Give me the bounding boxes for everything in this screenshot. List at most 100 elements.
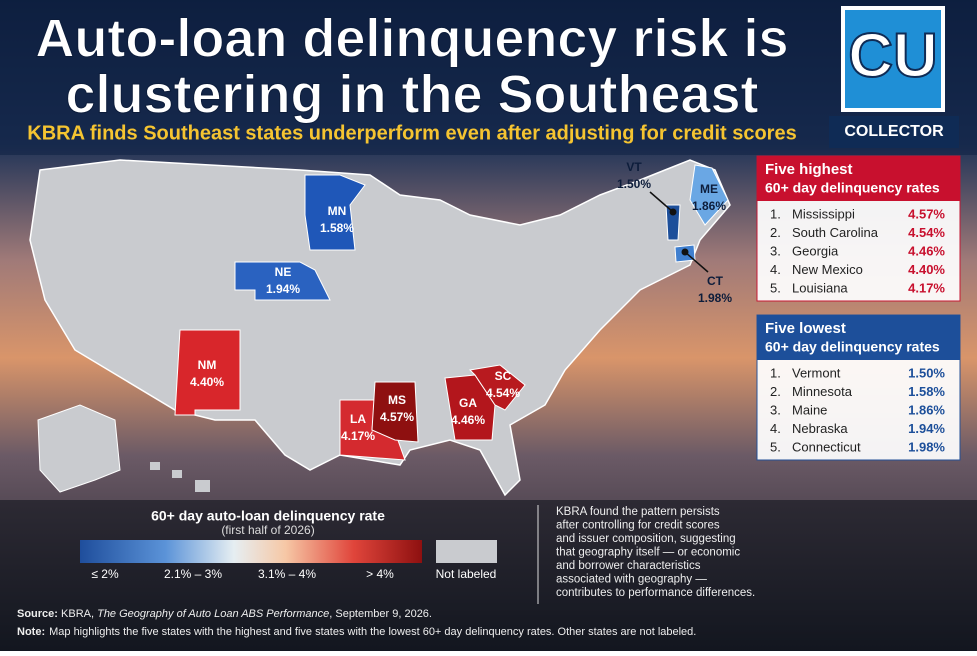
state-rate: 4.17%: [341, 429, 375, 443]
legend-title: 60+ day auto-loan delinquency rate: [151, 508, 385, 524]
pointer: [649, 191, 674, 213]
state-name: Maine: [792, 402, 827, 417]
rate: 4.17%: [908, 280, 945, 295]
note-line: contributes to performance differences.: [556, 587, 755, 599]
source-part: , September 9, 2026.: [329, 608, 432, 620]
rate: 1.98%: [908, 439, 945, 454]
state-rate: 1.86%: [692, 199, 726, 213]
state-name: Minnesota: [792, 384, 853, 399]
rank: 4.: [770, 262, 781, 277]
header-band: [0, 0, 977, 155]
state-code: LA: [350, 412, 366, 426]
note-label: Note:: [17, 626, 45, 638]
rank: 1.: [770, 206, 781, 221]
state-ms: [371, 381, 419, 443]
rank: 3.: [770, 402, 781, 417]
rate: 1.86%: [908, 402, 945, 417]
state-rate: 4.57%: [380, 410, 414, 424]
state-name: Georgia: [792, 243, 839, 258]
table-subtitle: 60+ day delinquency rates: [765, 339, 940, 355]
logo-mark: CU: [848, 21, 938, 90]
legend-not-labeled: [436, 540, 497, 563]
note: Note: Map highlights the five states with…: [17, 626, 696, 638]
state-code: VT: [626, 160, 642, 174]
table-title: Five highest: [765, 161, 853, 178]
state-name: New Mexico: [792, 262, 863, 277]
state-name: South Carolina: [792, 225, 879, 240]
rate: 1.50%: [908, 365, 945, 380]
note-line: and borrower characteristics: [556, 560, 701, 572]
legend-label: ≤ 2%: [91, 567, 119, 581]
state-vt: [665, 204, 681, 241]
state-rate: 1.98%: [698, 291, 732, 305]
state-ga: [444, 374, 496, 441]
state-name: Mississippi: [792, 206, 855, 221]
title: Auto-loan delinquency risk is: [35, 8, 788, 68]
alaska: [37, 404, 121, 493]
rank: 2.: [770, 384, 781, 399]
rate: 1.94%: [908, 421, 945, 436]
hawaii: [172, 470, 182, 478]
state-code: NM: [198, 358, 217, 372]
logo-name: COLLECTOR: [844, 123, 944, 140]
state-code: CT: [707, 274, 724, 288]
table-title: Five lowest: [765, 320, 846, 337]
rate: 4.40%: [908, 262, 945, 277]
rank: 4.: [770, 421, 781, 436]
state-nm: [174, 329, 241, 416]
legend-label: 2.1% – 3%: [164, 567, 222, 581]
footer-shade: [0, 500, 977, 651]
rate: 4.54%: [908, 225, 945, 240]
state-mn: [304, 174, 366, 251]
highest-header: [757, 156, 960, 201]
state-code: MS: [388, 393, 406, 407]
state-code: ME: [700, 182, 718, 196]
logo-box: [841, 6, 945, 112]
state-code: SC: [495, 369, 512, 383]
legend-label: > 4%: [366, 567, 394, 581]
legend-subtitle: (first half of 2026): [221, 523, 314, 537]
pointer: [684, 251, 709, 273]
rank: 5.: [770, 439, 781, 454]
source-part: Source:: [17, 608, 61, 620]
note-line: after controlling for credit scores: [556, 520, 720, 532]
state-ne: [234, 261, 331, 301]
rate: 4.57%: [908, 206, 945, 221]
source-part: The Geography of Auto Loan ABS Performan…: [97, 608, 329, 620]
state-rate: 1.58%: [320, 221, 354, 235]
pointer-dot: [669, 208, 677, 216]
hawaii: [150, 462, 160, 470]
state-rate: 1.94%: [266, 282, 300, 296]
note-line: that geography itself — or economic: [556, 547, 740, 559]
rank: 1.: [770, 365, 781, 380]
rate: 4.46%: [908, 243, 945, 258]
state-rate: 4.40%: [190, 375, 224, 389]
source: Source: KBRA, The Geography of Auto Loan…: [17, 608, 432, 620]
state-rate: 1.50%: [617, 177, 651, 191]
title: clustering in the Southeast: [65, 64, 758, 124]
state-sc: [468, 364, 526, 411]
note-text: Map highlights the five states with the …: [49, 626, 696, 638]
note-line: KBRA found the pattern persists: [556, 506, 720, 518]
us-map: [29, 159, 731, 497]
source-part: KBRA,: [61, 608, 97, 620]
rate: 1.58%: [908, 384, 945, 399]
state-code: NE: [275, 265, 292, 279]
lowest-header: [757, 315, 960, 360]
pointer-dot: [681, 248, 689, 256]
note-line: associated with geography —: [556, 574, 707, 586]
logo-banner: [829, 116, 959, 148]
state-name: Louisiana: [792, 280, 848, 295]
table-subtitle: 60+ day delinquency rates: [765, 180, 940, 196]
rank: 5.: [770, 280, 781, 295]
state-rate: 4.46%: [451, 413, 485, 427]
rank: 3.: [770, 243, 781, 258]
state-name: Nebraska: [792, 421, 848, 436]
state-code: GA: [459, 396, 477, 410]
hawaii: [195, 480, 210, 492]
state-code: MN: [328, 204, 347, 218]
legend-label: 3.1% – 4%: [258, 567, 316, 581]
state-name: Connecticut: [792, 439, 861, 454]
